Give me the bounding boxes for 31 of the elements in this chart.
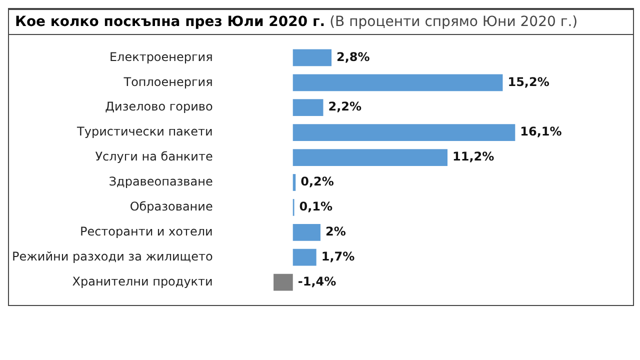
chart-subtitle: (В проценти спрямо Юни 2020 г.) xyxy=(330,14,578,30)
data-label: 15,2% xyxy=(508,74,550,89)
y-tick-label: Ресторанти и хотели xyxy=(80,224,213,239)
bar xyxy=(292,74,503,92)
data-label: 11,2% xyxy=(452,150,494,164)
y-tick-label: Режийни разходи за жилището xyxy=(12,249,213,264)
chart-title: Кое колко поскъпна през Юли 2020 г. xyxy=(15,14,326,30)
bar xyxy=(292,248,316,266)
data-label: 2,2% xyxy=(328,100,362,114)
bar xyxy=(292,174,296,191)
y-tick-label: Здравеопазване xyxy=(108,174,213,189)
data-label: 0,2% xyxy=(300,174,334,189)
data-label: 16,1% xyxy=(520,124,562,139)
bar xyxy=(292,124,516,141)
bar xyxy=(292,99,324,116)
y-tick-label: Образование xyxy=(130,200,213,214)
data-label: 2,8% xyxy=(336,50,370,64)
bar xyxy=(292,49,332,66)
y-tick-label: Услуги на банките xyxy=(95,150,213,164)
y-tick-label: Хранителни продукти xyxy=(72,274,213,288)
data-label: 2% xyxy=(325,224,346,239)
y-tick-label: Топлоенергия xyxy=(122,74,213,89)
y-tick-label: Туристически пакети xyxy=(76,124,213,139)
data-label: -1,4% xyxy=(298,274,336,288)
bar xyxy=(274,274,293,291)
y-tick-label: Електроенергия xyxy=(109,50,213,64)
data-label: 1,7% xyxy=(321,249,355,264)
bar xyxy=(292,224,320,241)
bar xyxy=(292,149,448,166)
data-label: 0,1% xyxy=(299,200,333,214)
y-tick-label: Дизелово гориво xyxy=(105,100,213,114)
